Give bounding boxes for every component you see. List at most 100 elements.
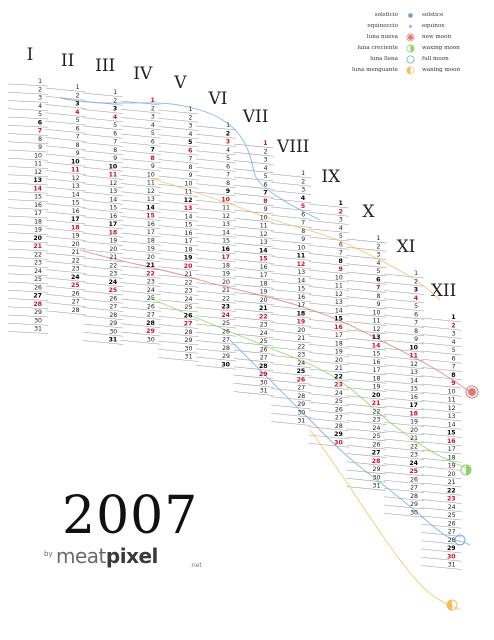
day-number: 5 <box>76 117 80 124</box>
day-number: 24 <box>335 390 343 397</box>
day-rule <box>383 479 425 485</box>
day-number: 11 <box>185 189 193 196</box>
day-rule <box>346 345 387 351</box>
day-number: 5 <box>376 268 380 275</box>
legend-label-en: equinox <box>422 23 445 29</box>
day-number: 22 <box>72 257 80 264</box>
day-rule <box>7 124 49 128</box>
day-rule <box>45 269 86 274</box>
day-number: 13 <box>448 413 456 420</box>
month-header: VI <box>208 89 228 109</box>
full-moon-marker <box>454 534 466 546</box>
day-number: 22 <box>447 487 456 494</box>
day-rule <box>308 385 349 390</box>
day-number: 8 <box>376 293 380 300</box>
day-rule <box>158 299 199 305</box>
day-number: 9 <box>151 163 155 170</box>
day-rule <box>45 186 86 192</box>
day-rule <box>308 418 349 423</box>
day-rule <box>346 444 387 450</box>
legend-label-en: waning moon <box>422 67 461 73</box>
day-rule <box>421 449 462 455</box>
equinox-dot-icon <box>409 25 412 28</box>
day-number: 17 <box>34 210 42 217</box>
day-number: 2 <box>76 92 80 99</box>
day-rule <box>421 499 462 504</box>
day-number: 4 <box>264 165 268 172</box>
day-number: 22 <box>146 270 155 277</box>
day-rule <box>7 141 49 145</box>
day-number: 3 <box>151 114 155 121</box>
day-number: 2 <box>151 105 155 112</box>
day-rule <box>120 257 161 263</box>
day-number: 18 <box>335 340 343 347</box>
day-rule <box>158 324 199 329</box>
day-number: 3 <box>414 287 418 294</box>
day-rule <box>7 232 49 235</box>
day-rule <box>346 354 387 359</box>
day-rule <box>346 477 387 483</box>
day-number: 10 <box>185 180 193 187</box>
day-rule <box>346 246 387 252</box>
day-number: 10 <box>221 196 230 203</box>
day-number: 17 <box>448 446 456 453</box>
day-rule <box>7 174 49 178</box>
day-number: 5 <box>113 122 117 129</box>
day-number: 3 <box>188 123 192 130</box>
day-number: 11 <box>297 253 306 260</box>
day-number: 30 <box>373 474 381 481</box>
day-number: 27 <box>72 299 80 306</box>
day-rule <box>308 203 349 209</box>
day-rule <box>421 466 462 471</box>
day-number: 14 <box>33 185 42 192</box>
day-number: 20 <box>72 241 80 248</box>
day-number: 10 <box>109 163 118 170</box>
day-number: 9 <box>376 301 380 308</box>
day-rule <box>120 141 161 147</box>
day-number: 7 <box>376 285 380 292</box>
day-number: 4 <box>452 339 456 346</box>
day-rule <box>308 401 349 407</box>
day-number: 24 <box>373 425 381 432</box>
day-rule <box>346 279 387 285</box>
day-rule <box>233 151 274 157</box>
day-rule <box>83 109 124 114</box>
day-rule <box>195 340 237 345</box>
day-rule <box>83 232 124 238</box>
day-rule <box>271 239 312 245</box>
day-number: 7 <box>150 147 154 154</box>
day-number: 10 <box>71 158 80 165</box>
new-moon-marker <box>465 385 479 399</box>
day-rule <box>271 346 312 352</box>
day-rule <box>195 315 237 321</box>
day-rule <box>45 211 86 217</box>
day-number: 15 <box>373 351 381 358</box>
day-number: 20 <box>33 235 42 242</box>
day-number: 7 <box>452 364 456 371</box>
day-rule <box>383 512 425 518</box>
day-number: 14 <box>109 196 117 203</box>
moon-curve <box>59 97 321 221</box>
day-rule <box>271 404 312 410</box>
day-rule <box>120 273 161 279</box>
day-rule <box>271 190 312 195</box>
day-rule <box>158 159 199 164</box>
day-number: 28 <box>297 393 305 400</box>
day-number: 9 <box>76 150 80 157</box>
day-number: 30 <box>185 345 193 352</box>
day-number: 6 <box>151 138 155 145</box>
day-number: 6 <box>414 311 418 318</box>
day-rule <box>308 360 349 366</box>
day-rule <box>7 207 49 211</box>
day-number: 26 <box>260 346 268 353</box>
day-rule <box>383 273 425 279</box>
day-rule <box>158 167 199 173</box>
day-rule <box>271 173 312 179</box>
day-number: 19 <box>335 349 343 356</box>
month-header: II <box>61 51 74 71</box>
day-rule <box>120 216 161 221</box>
day-rule <box>195 274 237 279</box>
day-rule <box>120 108 161 114</box>
